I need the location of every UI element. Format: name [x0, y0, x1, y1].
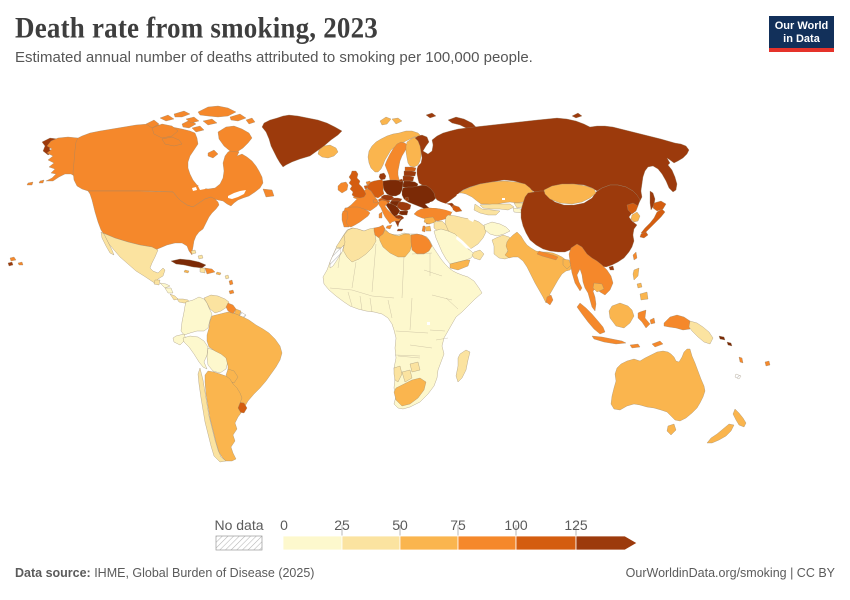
- svg-text:100: 100: [504, 517, 528, 533]
- svg-text:50: 50: [392, 517, 408, 533]
- svg-text:75: 75: [450, 517, 466, 533]
- svg-text:125: 125: [564, 517, 588, 533]
- svg-text:25: 25: [334, 517, 350, 533]
- svg-text:0: 0: [280, 517, 288, 533]
- svg-text:No data: No data: [214, 517, 263, 533]
